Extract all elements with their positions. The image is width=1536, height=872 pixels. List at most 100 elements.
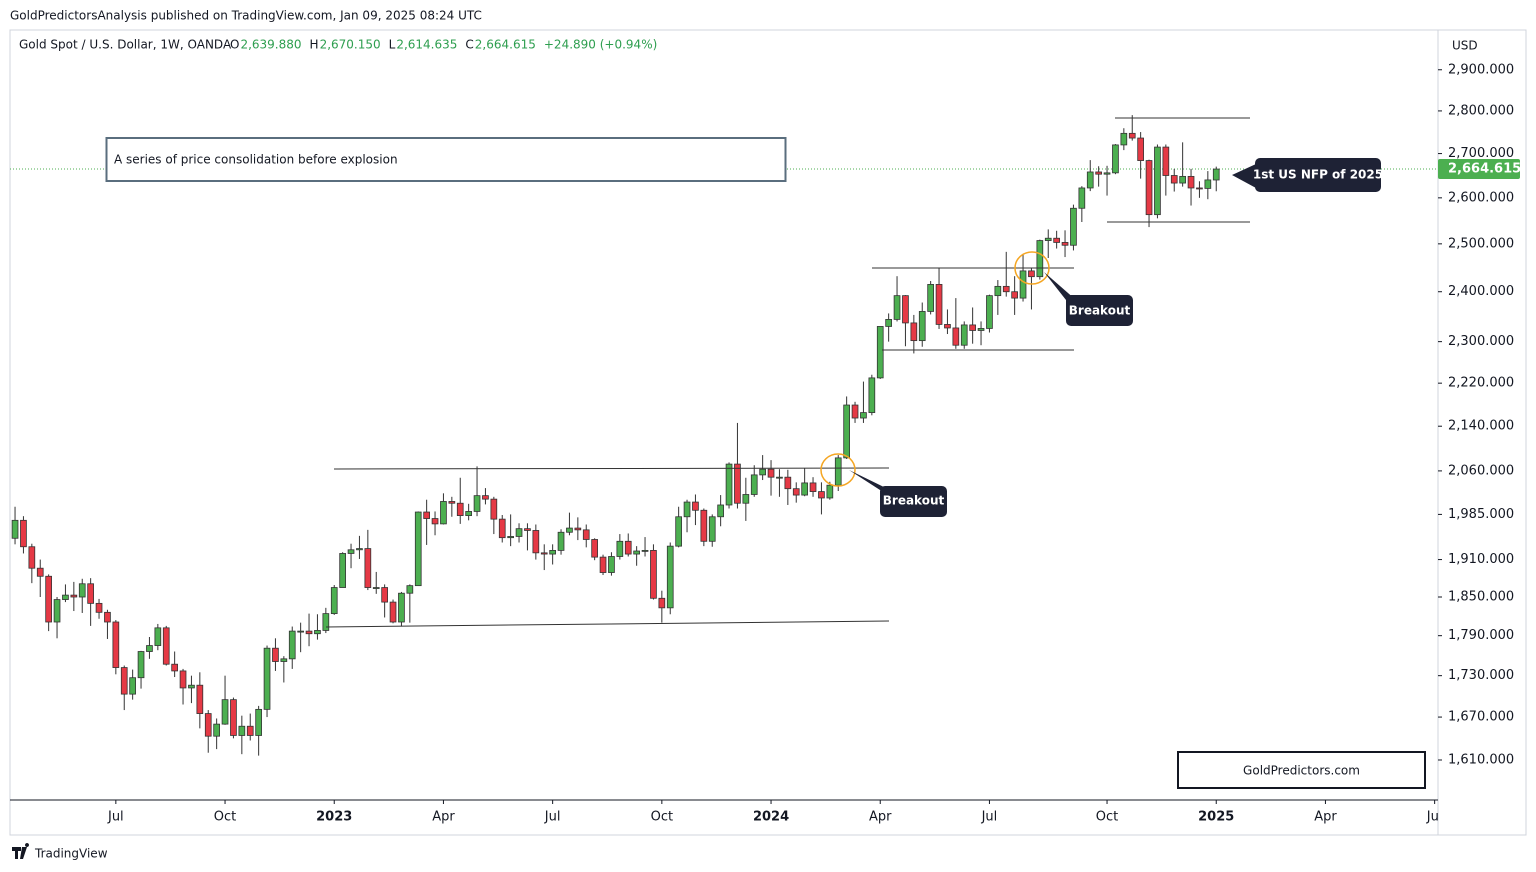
- candle-body: [1078, 187, 1086, 209]
- callout-box: [1066, 295, 1133, 326]
- candle-body: [498, 518, 506, 539]
- candle-body: [944, 324, 951, 329]
- candle-body: [582, 529, 590, 540]
- x-tick-label: Jul: [1426, 810, 1443, 825]
- candle-body: [599, 556, 607, 573]
- candle: [372, 571, 380, 594]
- candle-body: [591, 539, 598, 558]
- candle-body: [45, 575, 52, 623]
- candle: [633, 546, 640, 566]
- candle: [1145, 159, 1153, 228]
- callout-text: Breakout: [883, 494, 945, 508]
- candle-body: [1120, 132, 1128, 146]
- candle: [263, 645, 271, 718]
- candle: [650, 544, 657, 600]
- candle-body: [398, 592, 405, 623]
- legend-key: L: [389, 38, 396, 52]
- candle: [927, 281, 934, 315]
- y-tick-label: 2,600.000: [1448, 190, 1514, 205]
- support-line: [325, 620, 890, 628]
- candle: [137, 650, 145, 689]
- candle: [818, 482, 825, 515]
- candle: [305, 613, 313, 647]
- candle: [146, 636, 153, 659]
- candle: [423, 499, 430, 545]
- candle: [851, 401, 859, 423]
- candle-body: [1053, 237, 1060, 243]
- candle: [1095, 166, 1102, 187]
- candle-body: [1204, 179, 1212, 189]
- candle-body: [120, 667, 128, 695]
- candle: [179, 668, 187, 705]
- candle: [1070, 204, 1077, 251]
- candle: [624, 533, 632, 557]
- candle: [960, 321, 968, 349]
- candle-body: [1137, 137, 1144, 161]
- candle: [910, 314, 918, 354]
- candle: [20, 516, 27, 554]
- candle: [784, 469, 792, 505]
- candle-body: [784, 476, 792, 490]
- chart-title: A series of price consolidation before e…: [114, 153, 398, 167]
- candle: [456, 477, 464, 524]
- candle: [1053, 230, 1060, 249]
- candle: [1044, 229, 1052, 259]
- tradingview-logo: [12, 843, 30, 859]
- candle-body: [280, 658, 288, 662]
- candle: [994, 280, 1002, 315]
- candle: [238, 715, 246, 755]
- candle-body: [650, 549, 657, 599]
- candle-body: [566, 527, 573, 533]
- candle: [608, 552, 615, 576]
- y-tick-label: 1,730.000: [1448, 668, 1514, 683]
- candle-body: [196, 684, 204, 714]
- candle-body: [935, 284, 943, 325]
- candle: [1120, 128, 1128, 151]
- candle-body: [574, 527, 582, 531]
- candle: [742, 477, 750, 521]
- candle-body: [95, 602, 103, 613]
- candle-body: [734, 463, 741, 504]
- candle: [574, 517, 582, 541]
- candle-body: [162, 627, 170, 665]
- candle-body: [129, 677, 136, 695]
- candle-body: [952, 327, 960, 346]
- candle: [1061, 230, 1069, 258]
- candle: [112, 620, 120, 675]
- candle: [599, 554, 607, 576]
- candle: [45, 574, 52, 632]
- candle-body: [11, 519, 19, 539]
- candle: [1011, 276, 1018, 315]
- candle: [1036, 239, 1044, 280]
- candle: [935, 267, 943, 329]
- candle-body: [843, 404, 850, 459]
- legend-key: C: [465, 38, 473, 52]
- candle: [708, 514, 716, 547]
- candle-body: [1103, 172, 1111, 175]
- resistance-line: [333, 467, 890, 470]
- candle-body: [1028, 270, 1035, 278]
- watermark-text: GoldPredictors.com: [1243, 764, 1360, 778]
- candle: [1179, 142, 1186, 187]
- candle-body: [179, 670, 187, 689]
- price-axis: 2,900.000 2,800.000 2,700.000 2,600.000 2,50…: [1438, 62, 1521, 767]
- candle: [87, 578, 94, 626]
- candle-body: [146, 645, 153, 652]
- candle: [255, 705, 262, 756]
- candle-body: [801, 482, 808, 496]
- published-line: GoldPredictorsAnalysis published on Trad…: [10, 9, 482, 23]
- candle-body: [876, 326, 884, 379]
- candle: [675, 506, 682, 548]
- candle: [977, 321, 985, 346]
- candle: [11, 506, 19, 545]
- candle-body: [767, 468, 775, 478]
- candle-body: [389, 601, 397, 623]
- candle-body: [532, 530, 540, 554]
- candle: [540, 544, 548, 571]
- candle: [288, 626, 296, 669]
- x-tick-label: Apr: [869, 810, 892, 825]
- candle: [1212, 166, 1220, 192]
- candle-body: [834, 457, 842, 486]
- x-tick-label: Apr: [432, 810, 455, 825]
- candle-body: [557, 531, 565, 551]
